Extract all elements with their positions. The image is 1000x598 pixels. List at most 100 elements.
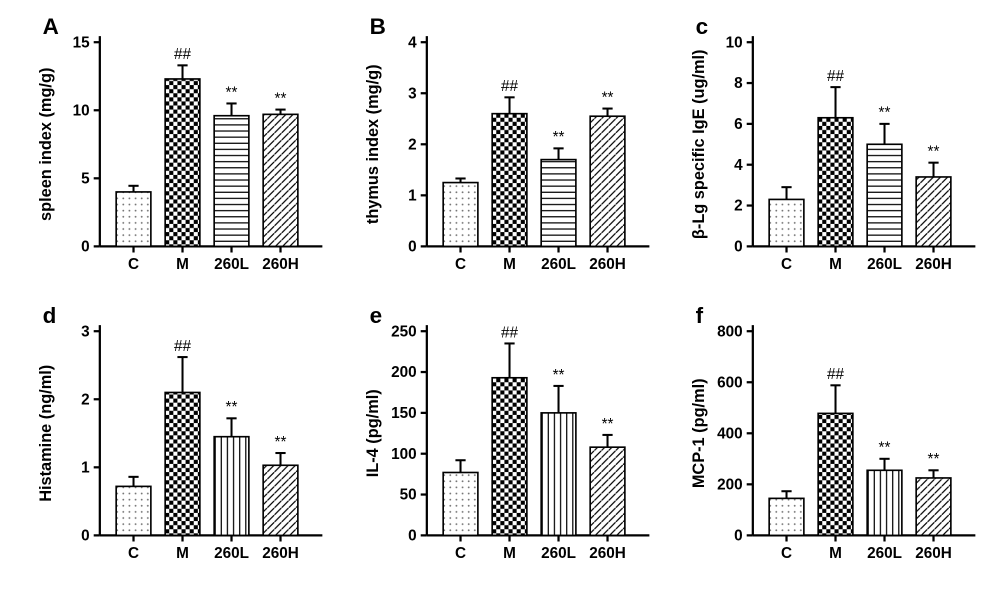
svg-text:1: 1 [81,459,90,476]
svg-text:##: ## [174,46,192,63]
svg-text:M: M [176,256,189,273]
svg-text:15: 15 [73,34,91,51]
svg-text:thymus index (mg/g): thymus index (mg/g) [363,64,381,224]
svg-text:**: ** [928,144,940,161]
svg-text:4: 4 [408,34,417,51]
panel-letter: B [369,14,385,39]
svg-text:C: C [128,256,139,273]
svg-text:3: 3 [81,323,90,340]
panel-letter: d [43,303,57,328]
svg-text:β-Lg specific IgE (ug/ml): β-Lg specific IgE (ug/ml) [690,49,708,239]
svg-text:M: M [829,256,842,273]
svg-text:400: 400 [717,425,743,442]
svg-text:M: M [503,545,516,562]
bar-C [769,199,804,246]
svg-text:**: ** [275,434,287,451]
panel-F: 0200400600800MCP-1 (pg/ml)C##M**260L**26… [663,299,990,588]
svg-text:260H: 260H [916,545,953,562]
bar-260H [590,447,625,535]
figure-grid: 051015spleen index (mg/g)C##M**260L**260… [0,0,1000,598]
svg-text:**: ** [601,416,613,433]
svg-text:**: ** [226,84,238,101]
bar-C [769,498,804,535]
bar-M [165,392,200,535]
panel-A: 051015spleen index (mg/g)C##M**260L**260… [10,10,337,299]
svg-text:10: 10 [73,102,90,119]
svg-text:##: ## [827,68,845,85]
bar-C [443,472,478,535]
svg-text:**: ** [226,399,238,416]
svg-text:M: M [176,545,189,562]
svg-text:260H: 260H [916,256,953,273]
svg-text:260H: 260H [262,545,299,562]
svg-text:200: 200 [717,476,743,493]
svg-text:M: M [503,256,516,273]
svg-text:600: 600 [717,374,743,391]
svg-text:C: C [781,545,792,562]
svg-text:2: 2 [408,136,417,153]
svg-text:260L: 260L [214,256,249,273]
svg-text:260H: 260H [589,545,626,562]
svg-text:260L: 260L [541,256,576,273]
panel-letter: f [696,303,704,328]
bar-260L [867,144,902,246]
svg-text:3: 3 [408,85,417,102]
svg-text:**: ** [879,105,891,122]
svg-text:50: 50 [399,487,416,504]
bar-260L [214,116,249,247]
svg-text:0: 0 [734,527,743,544]
bar-260L [541,413,576,536]
bar-M [165,79,200,246]
svg-text:##: ## [827,366,845,383]
panel-E: 050100150200250IL-4 (pg/ml)C##M**260L**2… [337,299,664,588]
svg-text:0: 0 [408,238,417,255]
bar-M [818,413,853,535]
svg-text:2: 2 [81,391,90,408]
svg-text:260H: 260H [262,256,299,273]
panel-D: 0123Histamine (ng/ml)C##M**260L**260Hd [10,299,337,588]
svg-text:C: C [128,545,139,562]
svg-text:4: 4 [734,157,743,174]
svg-text:100: 100 [391,446,417,463]
svg-text:MCP-1 (pg/ml): MCP-1 (pg/ml) [690,378,708,488]
bar-260H [916,177,951,246]
bar-260H [263,465,298,535]
svg-text:8: 8 [734,75,743,92]
svg-text:2: 2 [734,198,743,215]
svg-text:C: C [455,545,466,562]
svg-text:**: ** [552,129,564,146]
svg-text:0: 0 [408,527,417,544]
svg-text:IL-4 (pg/ml): IL-4 (pg/ml) [363,389,381,477]
svg-text:##: ## [501,78,519,95]
svg-text:C: C [455,256,466,273]
svg-text:**: ** [928,451,940,468]
svg-text:**: ** [601,89,613,106]
svg-text:260L: 260L [867,545,902,562]
svg-text:**: ** [552,367,564,384]
svg-text:150: 150 [391,405,417,422]
bar-260L [214,437,249,536]
svg-text:260H: 260H [589,256,626,273]
svg-text:6: 6 [734,116,743,133]
svg-text:Histamine (ng/ml): Histamine (ng/ml) [37,365,55,502]
svg-text:260L: 260L [214,545,249,562]
svg-text:C: C [781,256,792,273]
svg-text:M: M [829,545,842,562]
panel-B: 0 1 2 3 4 thymus index (mg/g) C ## M ** 260L ** 260H… [337,10,664,299]
svg-text:spleen index (mg/g): spleen index (mg/g) [37,68,55,221]
svg-text:200: 200 [391,364,417,381]
panel-letter: e [369,303,381,328]
bar-260L [867,470,902,535]
panel-letter: c [696,14,708,39]
bar-M [492,114,527,247]
svg-text:260L: 260L [867,256,902,273]
svg-text:1: 1 [408,187,417,204]
svg-text:250: 250 [391,323,417,340]
panel-letter: A [43,14,59,39]
svg-text:##: ## [501,324,519,341]
svg-text:10: 10 [726,34,743,51]
bar-C [116,486,151,535]
bar-M [818,118,853,247]
bar-260H [263,114,298,246]
svg-text:**: ** [275,90,287,107]
